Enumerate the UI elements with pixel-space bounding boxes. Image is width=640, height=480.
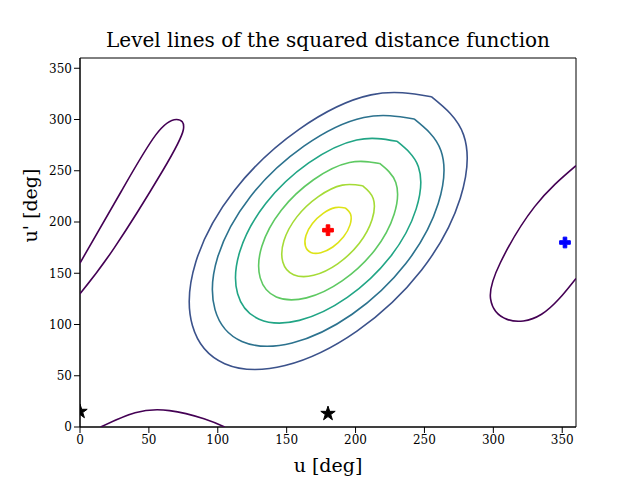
- svg-text:150: 150: [49, 267, 72, 281]
- svg-text:u' [deg]: u' [deg]: [19, 169, 41, 243]
- svg-text:100: 100: [206, 433, 229, 447]
- svg-text:250: 250: [413, 433, 436, 447]
- svg-text:300: 300: [482, 433, 505, 447]
- svg-text:100: 100: [49, 318, 72, 332]
- svg-text:200: 200: [344, 433, 367, 447]
- svg-text:50: 50: [57, 369, 72, 383]
- svg-text:350: 350: [551, 433, 574, 447]
- svg-text:150: 150: [275, 433, 298, 447]
- svg-text:u [deg]: u [deg]: [294, 454, 363, 476]
- svg-text:50: 50: [141, 433, 156, 447]
- svg-text:200: 200: [49, 215, 72, 229]
- svg-text:350: 350: [49, 62, 72, 76]
- svg-text:250: 250: [49, 164, 72, 178]
- svg-text:0: 0: [64, 420, 72, 434]
- html-text:Level lines of the squared dis: Level lines of the squared distance func…: [106, 28, 550, 52]
- svg-text:0: 0: [76, 433, 84, 447]
- svg-text:300: 300: [49, 113, 72, 127]
